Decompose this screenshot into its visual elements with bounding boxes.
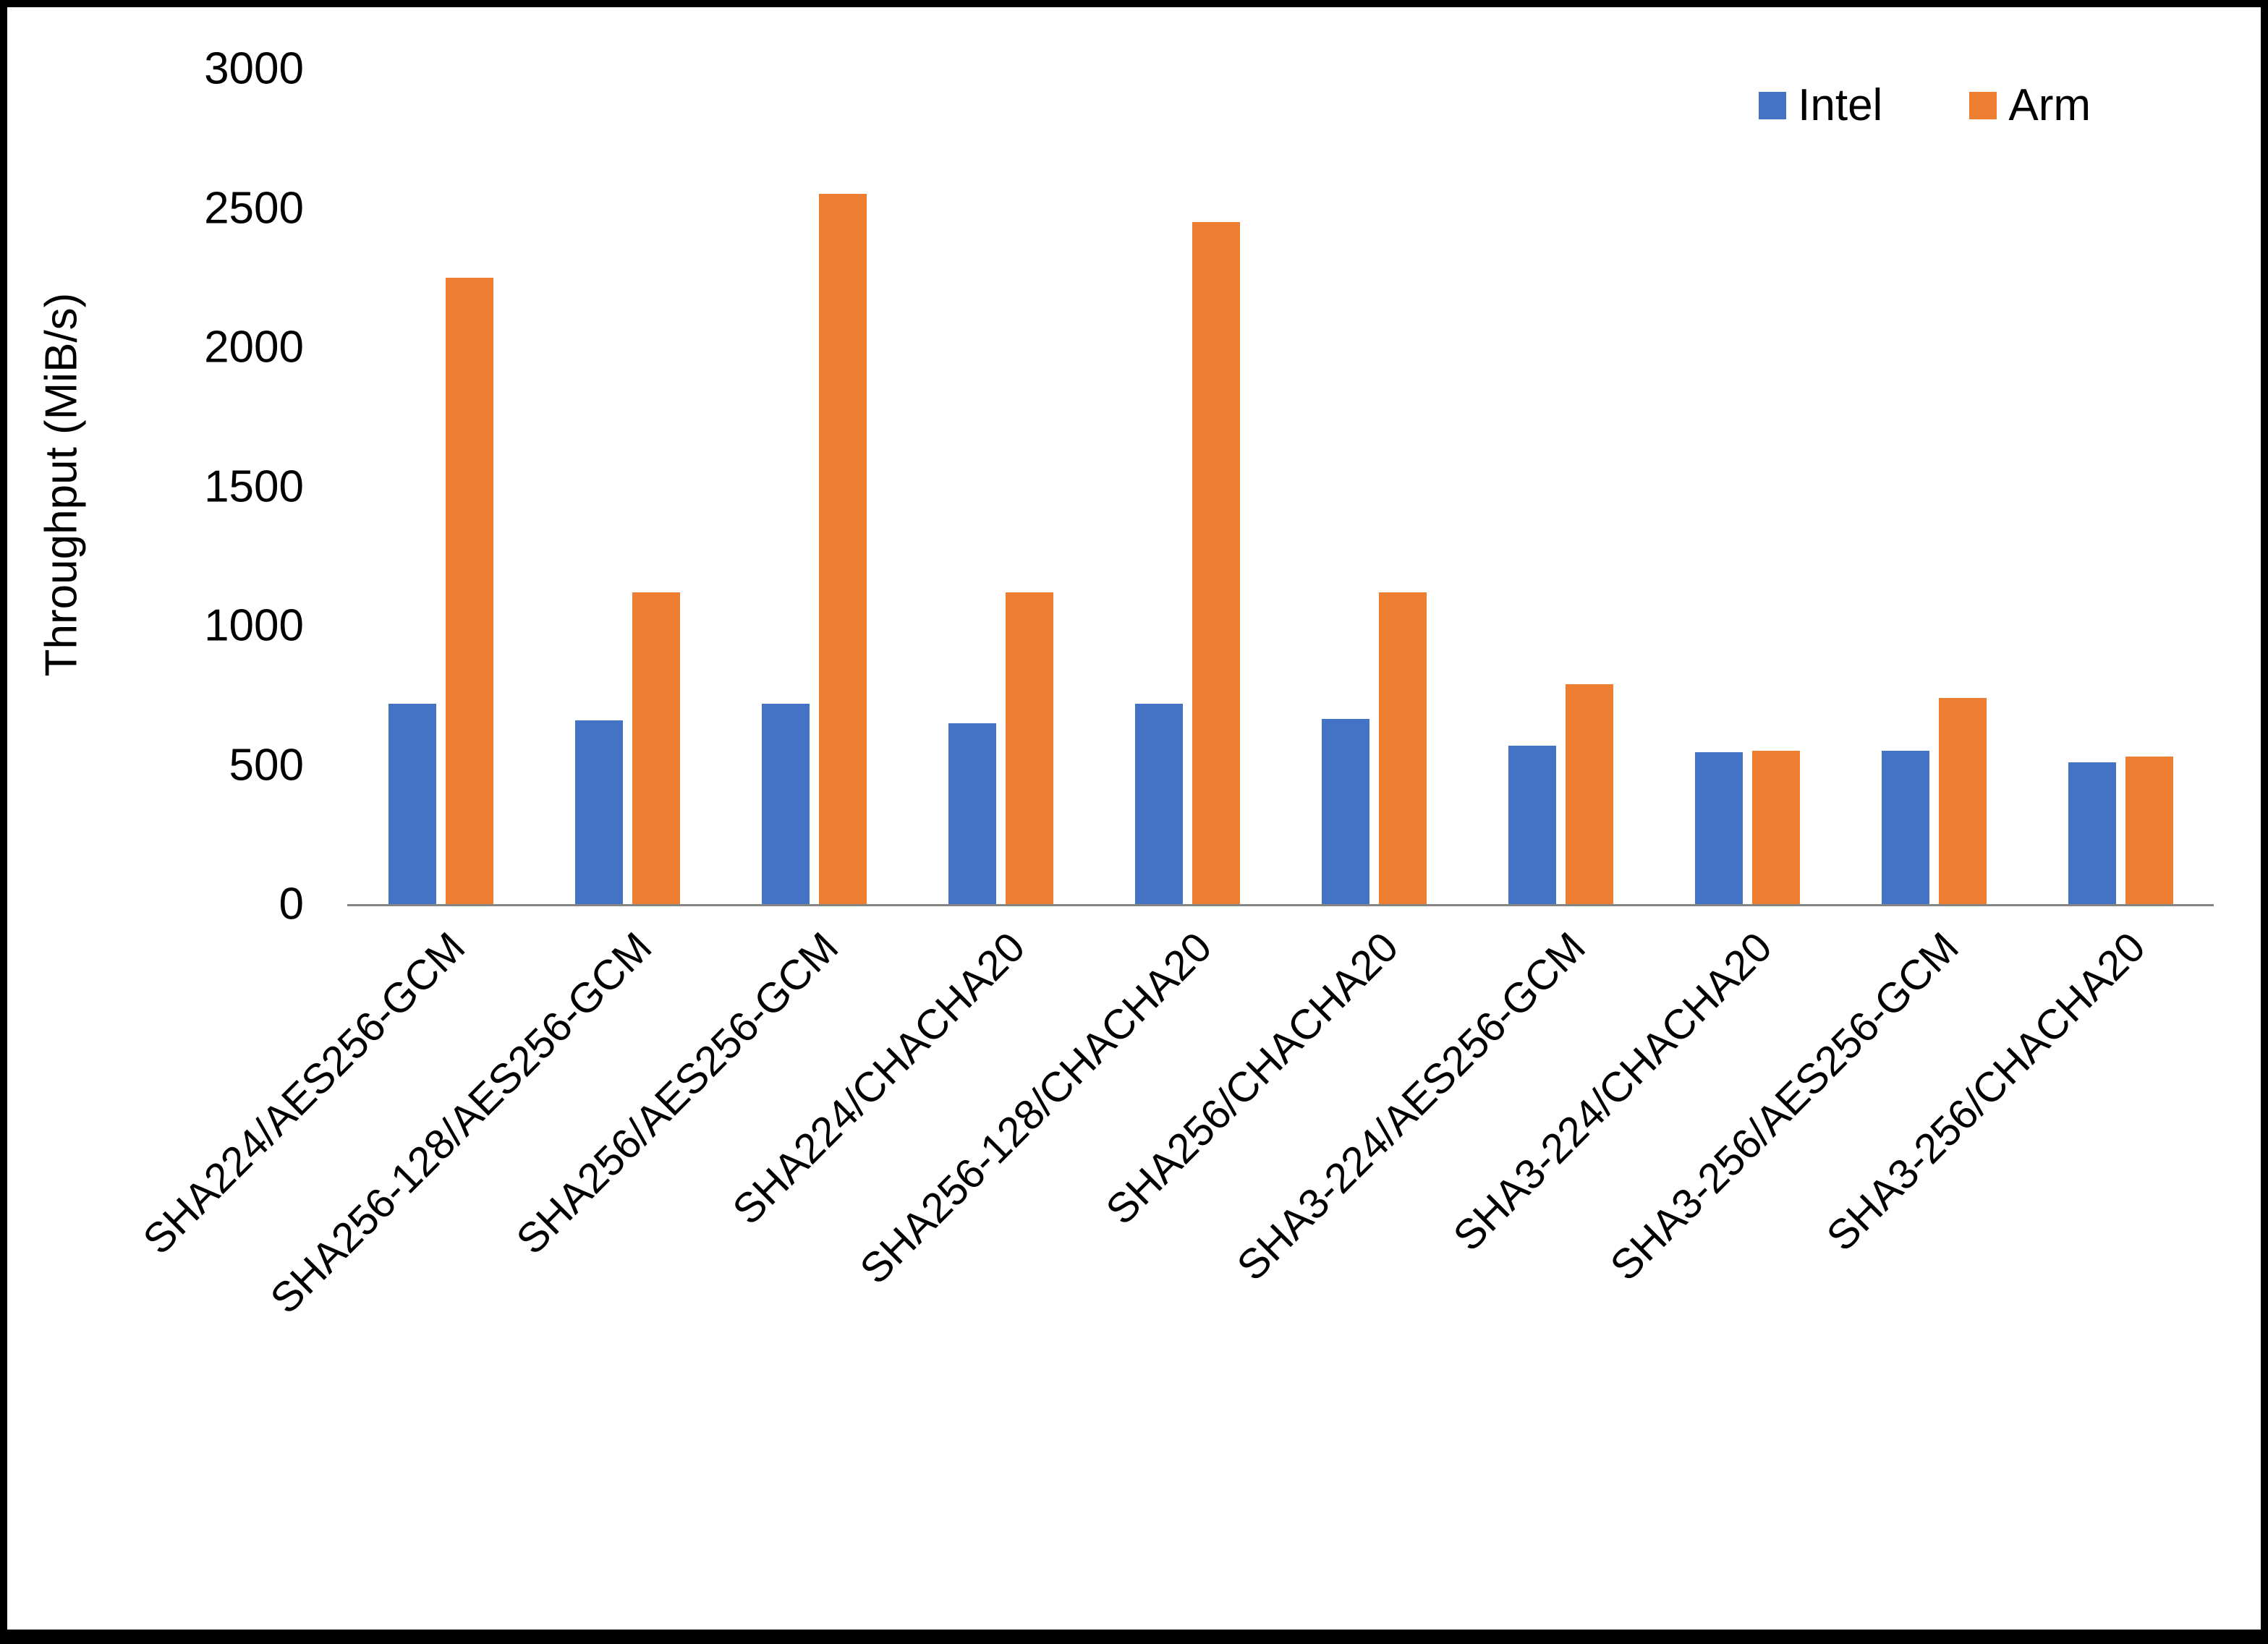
bar-intel — [1694, 752, 1743, 904]
bar-arm — [1378, 592, 1427, 904]
bar-arm — [1565, 683, 1613, 904]
bar-arm — [2125, 756, 2173, 904]
bar-intel — [1134, 703, 1183, 904]
legend-label: Intel — [1798, 80, 1883, 130]
y-tick-label: 1500 — [204, 461, 304, 511]
y-tick-label: 2500 — [204, 183, 304, 233]
bar-group — [534, 69, 721, 904]
y-tick-label: 2000 — [204, 322, 304, 372]
x-tick-label: SHA224/AES256-GCM — [134, 923, 475, 1264]
x-tick-label: SHA3-224/AES256-GCM — [1228, 923, 1594, 1290]
bar-arm — [1005, 592, 1053, 904]
y-axis-ticks: 0 500 1000 1500 2000 2500 3000 — [7, 44, 326, 929]
bar-intel — [761, 703, 810, 904]
x-tick-label: SHA256/AES256-GCM — [507, 923, 848, 1264]
y-tick-label: 3000 — [204, 43, 304, 94]
plot-area — [347, 69, 2214, 906]
x-tick-label: SHA3-256/AES256-GCM — [1601, 923, 1968, 1290]
legend-swatch-arm — [1969, 91, 1997, 119]
bar-group — [2027, 69, 2214, 904]
bar-groups — [347, 69, 2214, 904]
bar-intel — [1508, 745, 1556, 904]
x-tick-label: SHA256-128/CHACHA20 — [851, 923, 1221, 1293]
bar-group — [721, 69, 907, 904]
bar-group — [907, 69, 1094, 904]
y-tick-label: 0 — [279, 879, 304, 929]
legend-item: Intel — [1759, 80, 1882, 131]
bar-arm — [445, 277, 493, 904]
legend-label: Arm — [2008, 80, 2091, 130]
x-tick-label: SHA3-224/CHACHA20 — [1444, 923, 1781, 1261]
legend: Intel Arm — [1759, 80, 2091, 131]
bar-arm — [1751, 751, 1800, 904]
bar-group — [347, 69, 534, 904]
legend-swatch-intel — [1759, 91, 1787, 119]
bar-intel — [1321, 718, 1369, 904]
bar-arm — [818, 194, 867, 904]
bar-intel — [574, 720, 623, 904]
bar-arm — [1938, 698, 1987, 904]
bar-intel — [948, 723, 996, 904]
bar-intel — [2068, 762, 2116, 904]
legend-item: Arm — [1969, 80, 2091, 131]
bar-arm — [1192, 221, 1240, 904]
bar-group — [1840, 69, 2027, 904]
x-axis-labels: SHA224/AES256-GCM SHA256-128/AES256-GCM SH… — [135, 916, 2214, 1422]
bar-group — [1654, 69, 1840, 904]
bar-group — [1094, 69, 1280, 904]
bar-arm — [632, 592, 680, 904]
bar-group — [1280, 69, 1467, 904]
y-tick-label: 1000 — [204, 600, 304, 651]
bar-group — [1467, 69, 1654, 904]
x-tick-label: SHA3-256/CHACHA20 — [1817, 923, 2154, 1261]
x-tick-label: SHA256-128/AES256-GCM — [261, 923, 661, 1323]
y-tick-label: 500 — [229, 740, 304, 790]
bar-intel — [1881, 751, 1929, 904]
bar-intel — [388, 703, 436, 904]
